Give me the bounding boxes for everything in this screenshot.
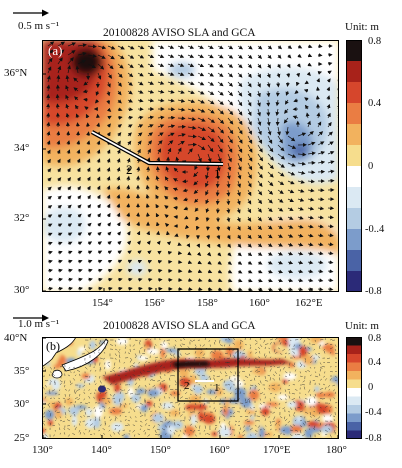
colorbar-a-tick-0: 0: [368, 161, 374, 172]
colorbar-b: [346, 337, 362, 439]
section-label-1-a: 1: [214, 166, 221, 181]
panel-a-region-box: [177, 348, 239, 402]
title-a: 20100828 AVISO SLA and GCA: [103, 27, 256, 39]
panel-label-a: (a): [48, 43, 62, 58]
lat-tick-35: 35°: [14, 365, 30, 377]
panel-label-b: (b): [46, 339, 60, 353]
lon-tick-156: 156°: [144, 297, 165, 309]
lat-tick-30b: 30°: [14, 398, 30, 410]
lon-tick-160b: 160°: [209, 444, 230, 456]
colorbar-b-tick-neg0.4: -0.4: [365, 407, 382, 418]
scale-arrow-b: [13, 314, 49, 322]
map-a: 1 2 (a): [42, 40, 339, 292]
unit-label-b: Unit: m: [345, 320, 379, 332]
lat-tick-25: 25°: [14, 432, 30, 444]
section-label-2-b: 2: [184, 380, 190, 392]
section-label-1-b: 1: [214, 382, 220, 394]
lat-tick-30: 30°: [14, 284, 30, 296]
colorbar-b-tick-0: 0: [368, 382, 374, 393]
colorbar-b-tick-0.8: 0.8: [368, 333, 382, 344]
lon-tick-130: 130°: [32, 444, 53, 456]
colorbar-b-tick-neg0.8: -0.8: [365, 433, 382, 444]
colorbar-b-tick-0.4: 0.4: [368, 357, 382, 368]
colorbar-a-tick-0.4: 0.4: [368, 98, 382, 109]
map-b: 2 1 (b): [42, 337, 339, 439]
section-label-2-a: 2: [126, 162, 133, 177]
unit-label-a: Unit: m: [345, 21, 379, 33]
lon-tick-154: 154°: [92, 297, 113, 309]
lon-tick-180: 180°: [326, 444, 347, 456]
velocity-vectors-a: [46, 41, 339, 292]
lat-tick-34: 34°: [14, 142, 30, 154]
lon-tick-170e: 170°E: [263, 444, 291, 456]
colorbar-a-tick-neg0.8: -0.8: [365, 286, 382, 297]
lon-tick-140: 140°: [91, 444, 112, 456]
scale-label-a: 0.5 m s⁻¹: [18, 20, 60, 32]
colorbar-a-tick-neg0.4: -0..4: [365, 224, 385, 235]
lat-tick-40n: 40°N: [4, 332, 28, 344]
lat-tick-36n: 36°N: [4, 67, 28, 79]
title-b: 20100828 AVISO SLA and GCA: [103, 320, 256, 332]
colorbar-a: [346, 40, 362, 292]
lat-tick-32: 32°: [14, 212, 30, 224]
scale-label-b: 1.0 m s⁻¹: [18, 318, 60, 330]
lon-tick-160: 160°: [249, 297, 270, 309]
lon-tick-158: 158°: [197, 297, 218, 309]
scale-arrow-a: [13, 9, 49, 17]
land-area: [42, 337, 77, 368]
lon-tick-162e: 162°E: [295, 297, 323, 309]
lon-tick-150: 150°: [150, 444, 171, 456]
colorbar-a-tick-0.8: 0.8: [368, 36, 382, 47]
